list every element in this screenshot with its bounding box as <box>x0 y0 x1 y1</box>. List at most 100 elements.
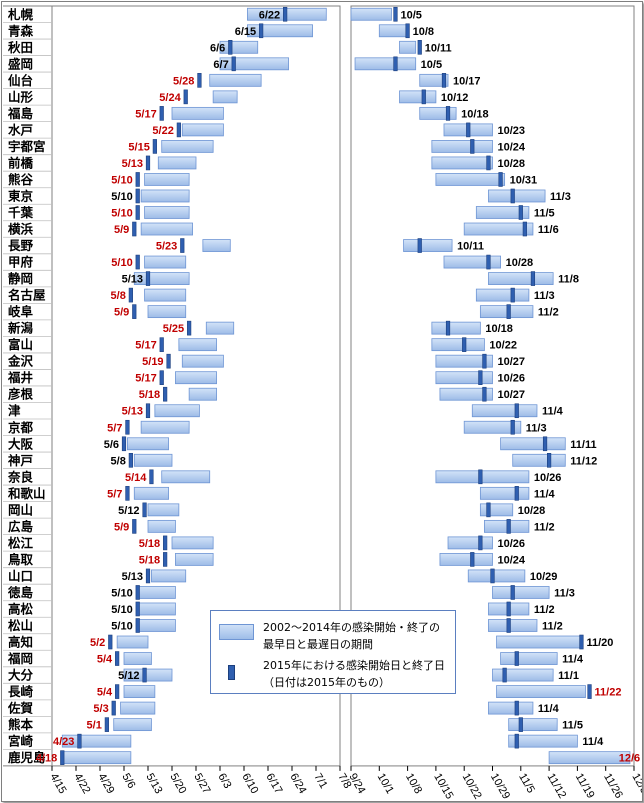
end-range-bar <box>403 239 453 252</box>
start-2015-mark <box>166 353 171 369</box>
end-2015-label: 11/12 <box>570 455 597 467</box>
start-range-bar <box>144 173 190 186</box>
end-2015-mark <box>514 486 519 501</box>
x-tick-label: 10/29 <box>488 771 512 801</box>
end-2015-label: 10/28 <box>506 257 534 269</box>
end-2015-label: 11/3 <box>550 191 571 203</box>
start-2015-mark <box>159 370 164 386</box>
city-label: 佐賀 <box>7 701 34 716</box>
start-2015-mark <box>176 122 181 138</box>
city-label: 和歌山 <box>7 486 46 501</box>
start-range-bar <box>120 701 156 715</box>
city-label: 水戸 <box>8 122 33 137</box>
end-2015-mark <box>498 172 503 187</box>
start-2015-label: 5/10 <box>111 208 132 220</box>
start-2015-label: 5/3 <box>93 703 108 715</box>
legend-mark-label-1: 2015年における感染開始日と終了日 <box>263 659 445 672</box>
start-2015-mark <box>149 469 154 485</box>
city-label: 金沢 <box>7 354 34 369</box>
start-2015-mark <box>125 486 130 501</box>
start-2015-label: 5/13 <box>122 571 143 583</box>
start-range-bar <box>123 685 156 698</box>
end-2015-label: 10/31 <box>510 174 538 186</box>
end-2015-mark <box>393 6 398 22</box>
end-range-bar <box>443 255 501 269</box>
start-2015-label: 6/6 <box>210 42 225 54</box>
city-label: 奈良 <box>7 469 34 484</box>
end-2015-label: 11/2 <box>534 521 555 533</box>
city-label: 福岡 <box>7 651 33 666</box>
start-2015-label: 5/2 <box>90 637 105 649</box>
end-2015-label: 10/8 <box>413 26 434 38</box>
end-2015-mark <box>542 436 548 452</box>
start-range-bar <box>123 652 152 665</box>
end-range-bar <box>431 338 485 352</box>
city-label: 甲府 <box>8 255 34 270</box>
city-label: 熊本 <box>8 717 34 732</box>
end-range-bar <box>488 272 554 285</box>
start-2015-mark <box>142 502 147 518</box>
start-2015-label: 5/12 <box>118 505 139 517</box>
x-tick-label: 11/26 <box>601 771 625 800</box>
start-2015-mark <box>145 568 151 584</box>
end-2015-mark <box>482 386 487 402</box>
start-2015-label: 5/25 <box>163 323 184 335</box>
end-2015-label: 10/5 <box>421 59 442 71</box>
end-range-bar <box>399 40 417 54</box>
start-2015-mark <box>180 238 185 253</box>
city-label: 新潟 <box>8 321 34 336</box>
end-range-bar <box>435 173 506 186</box>
start-2015-label: 5/6 <box>104 439 119 451</box>
start-range-bar <box>181 354 224 368</box>
end-2015-mark <box>393 56 398 72</box>
end-range-bar <box>496 635 582 649</box>
end-2015-mark <box>417 39 422 55</box>
start-2015-mark <box>111 700 116 716</box>
start-range-bar <box>212 90 238 104</box>
start-range-bar <box>113 718 152 732</box>
end-range-bar <box>500 437 566 451</box>
x-tick-label: 11/5 <box>516 771 537 795</box>
end-range-bar <box>399 90 437 104</box>
end-2015-mark <box>514 403 519 419</box>
end-2015-mark <box>478 535 483 551</box>
start-2015-mark <box>115 651 120 666</box>
city-label: 大分 <box>8 668 34 683</box>
end-range-bar <box>447 536 493 550</box>
end-2015-mark <box>486 155 491 171</box>
end-range-bar <box>350 7 392 21</box>
start-2015-mark <box>60 750 65 765</box>
city-label: 千葉 <box>8 205 34 220</box>
start-2015-mark <box>135 601 140 617</box>
end-range-bar <box>431 156 493 170</box>
start-2015-label: 5/17 <box>135 340 156 352</box>
city-label: 仙台 <box>8 73 33 88</box>
start-2015-mark <box>128 287 133 303</box>
end-range-bar <box>439 387 493 401</box>
end-range-bar <box>439 553 493 566</box>
end-2015-mark <box>506 519 511 534</box>
x-tick-label: 5/20 <box>167 771 188 796</box>
end-2015-label: 10/23 <box>498 125 526 137</box>
city-label: 山口 <box>8 568 33 583</box>
city-label: 横浜 <box>8 222 34 237</box>
start-range-bar <box>151 569 187 583</box>
start-2015-label: 5/12 <box>118 670 139 682</box>
legend-range-label-1: 2002～2014年の感染開始・終了の <box>263 621 440 634</box>
end-2015-label: 10/27 <box>498 356 526 368</box>
start-2015-mark <box>142 667 147 683</box>
start-range-bar <box>147 305 187 319</box>
end-2015-label: 11/4 <box>582 736 604 748</box>
x-tick-label: 4/29 <box>95 771 116 796</box>
end-2015-mark <box>530 271 536 286</box>
start-2015-label: 5/7 <box>107 422 122 434</box>
start-2015-mark <box>77 733 82 749</box>
end-2015-label: 11/22 <box>595 687 622 699</box>
end-2015-mark <box>482 353 487 369</box>
start-range-bar <box>140 420 190 434</box>
end-range-bar <box>463 420 522 434</box>
city-label: 徳島 <box>7 585 34 600</box>
start-range-bar <box>140 222 193 236</box>
end-2015-label: 11/2 <box>534 604 555 616</box>
